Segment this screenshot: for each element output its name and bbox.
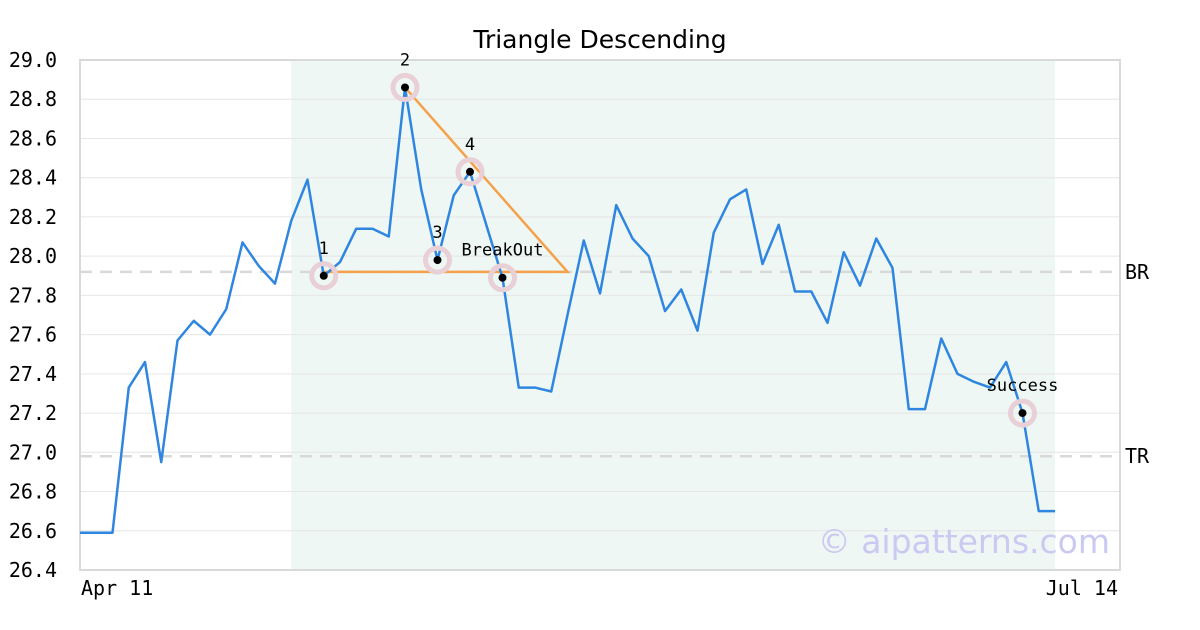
watermark: © aipatterns.com: [818, 522, 1110, 561]
y-tick-label: 28.4: [9, 166, 57, 190]
y-tick-label: 27.2: [9, 401, 57, 425]
y-axis: 29.0 28.8 28.6 28.4 28.2 28.0 27.8 27.6 27.4 27.2…: [9, 48, 57, 582]
chart-title: Triangle Descending: [472, 25, 726, 54]
x-tick-label: Jul 14: [1046, 576, 1118, 600]
y-tick-label: 28.8: [9, 87, 57, 111]
y-tick-label: 28.2: [9, 205, 57, 229]
pattern-point: 3: [423, 223, 452, 275]
pattern-point: 1: [309, 239, 339, 291]
pattern-point: 4: [455, 135, 485, 187]
pattern-point: BreakOut: [462, 241, 544, 293]
triangle-pattern: [323, 86, 571, 274]
y-tick-label: 27.0: [9, 440, 57, 464]
y-tick-label: 26.6: [9, 519, 57, 543]
pattern-point: 2: [390, 50, 420, 102]
level-lines: BR TR: [80, 260, 1150, 468]
point-label: 1: [319, 239, 329, 259]
y-tick-label: 28.0: [9, 244, 57, 268]
y-tick-label: 26.4: [9, 558, 57, 582]
point-label: 3: [432, 223, 442, 243]
price-line: [80, 86, 1055, 534]
y-tick-label: 28.6: [9, 126, 57, 150]
x-axis: Apr 11 Jul 14: [81, 576, 1118, 600]
plot-frame: [79, 59, 1121, 571]
y-tick-label: 27.6: [9, 323, 57, 347]
y-tick-label: 27.4: [9, 362, 57, 386]
level-label: BR: [1125, 260, 1150, 284]
x-tick-label: Apr 11: [81, 576, 153, 600]
point-label: 2: [400, 50, 410, 70]
point-label: 4: [465, 135, 475, 155]
point-label: Success: [987, 376, 1059, 396]
pattern-zone: [291, 60, 1055, 570]
pattern-points: 1 2 3 4 BreakOut Success: [309, 50, 1059, 428]
y-tick-label: 27.8: [9, 283, 57, 307]
pattern-point: Success: [987, 376, 1059, 428]
y-tick-label: 29.0: [9, 48, 57, 72]
y-tick-label: 26.8: [9, 480, 57, 504]
level-label: TR: [1125, 444, 1150, 468]
point-label: BreakOut: [462, 241, 544, 261]
